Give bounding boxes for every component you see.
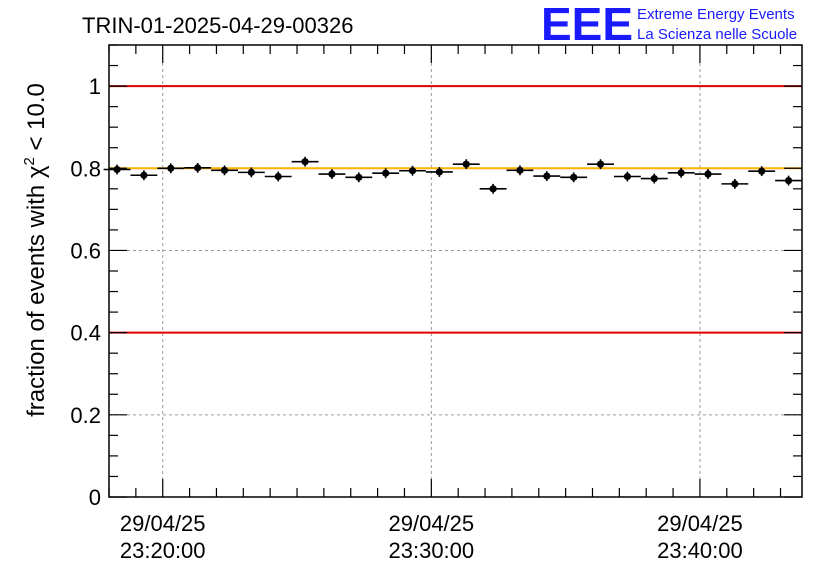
data-point-14 — [479, 183, 507, 194]
y-tick-label-2: 0.4 — [70, 321, 101, 346]
data-point-marker-20 — [650, 174, 658, 183]
data-point-marker-13 — [462, 160, 470, 168]
data-point-15 — [506, 165, 534, 176]
data-point-marker-14 — [489, 185, 497, 193]
eee-logo: EEE Extreme Energy Events La Scienza nel… — [541, 0, 797, 50]
data-point-5 — [237, 167, 265, 178]
data-point-25 — [775, 175, 802, 186]
y-tick-label-5: 1 — [89, 74, 101, 99]
reference-lines — [109, 85, 802, 334]
data-point-marker-15 — [516, 166, 524, 174]
data-point-23 — [721, 178, 749, 189]
y-tick-label-1: 0.2 — [70, 403, 101, 428]
data-point-marker-9 — [355, 173, 363, 181]
y-tick-labels: 0 0.2 0.4 0.6 0.8 1 — [70, 74, 101, 510]
data-point-marker-2 — [167, 164, 175, 172]
data-point-marker-17 — [570, 173, 578, 181]
y-axis-label-suffix: < 10.0 — [23, 83, 50, 157]
data-point-marker-23 — [731, 180, 739, 188]
data-point-marker-10 — [382, 169, 390, 177]
data-point-22 — [694, 169, 722, 179]
data-point-marker-4 — [220, 166, 229, 174]
data-point-11 — [399, 165, 426, 176]
data-point-16 — [533, 171, 561, 182]
y-axis-label-prefix: fraction of events with χ — [23, 165, 50, 417]
data-point-marker-8 — [328, 170, 336, 178]
data-point-4 — [211, 165, 238, 176]
y-axis-label: fraction of events with χ2 < 10.0 — [21, 83, 50, 417]
data-point-marker-18 — [596, 160, 605, 168]
x-tick-time-1: 23:30:00 — [389, 538, 475, 563]
x-tick-date-1: 29/04/25 — [389, 511, 475, 536]
x-tick-time-0: 23:20:00 — [120, 538, 206, 563]
data-point-marker-6 — [274, 172, 282, 181]
data-point-marker-16 — [543, 172, 551, 180]
data-point-marker-0 — [113, 165, 121, 174]
x-tick-time-2: 23:40:00 — [657, 538, 743, 563]
data-point-19 — [613, 171, 641, 182]
data-point-marker-11 — [408, 167, 417, 175]
x-tick-date-0: 29/04/25 — [120, 511, 206, 536]
logo-letters: EEE — [541, 0, 633, 50]
data-point-marker-12 — [435, 168, 443, 176]
data-point-12 — [425, 167, 453, 177]
chart-title: TRIN-01-2025-04-29-00326 — [82, 13, 354, 38]
data-point-marker-24 — [758, 167, 766, 175]
grid — [109, 45, 802, 497]
data-point-marker-19 — [623, 172, 632, 181]
data-points — [103, 156, 802, 194]
data-point-6 — [264, 171, 292, 182]
x-tick-labels: 29/04/2523:20:0029/04/2523:30:0029/04/25… — [120, 511, 743, 563]
axes — [108, 44, 803, 498]
data-point-9 — [345, 172, 373, 183]
data-point-20 — [640, 173, 668, 184]
data-point-10 — [372, 168, 400, 179]
data-point-marker-3 — [194, 164, 202, 172]
data-point-1 — [130, 170, 158, 181]
data-point-8 — [318, 169, 346, 179]
plot-frame — [108, 44, 803, 498]
data-point-24 — [748, 166, 776, 177]
data-point-17 — [560, 172, 588, 183]
x-tick-date-2: 29/04/25 — [657, 511, 743, 536]
data-point-marker-5 — [247, 168, 255, 176]
data-point-21 — [667, 167, 695, 178]
data-point-marker-1 — [140, 171, 148, 179]
data-point-marker-22 — [704, 170, 712, 178]
data-point-18 — [587, 159, 614, 170]
data-point-0 — [103, 164, 131, 175]
data-point-marker-21 — [677, 169, 685, 177]
logo-line1: Extreme Energy Events — [637, 6, 795, 23]
data-point-marker-7 — [301, 158, 309, 166]
y-tick-label-4: 0.8 — [70, 156, 101, 181]
logo-line2: La Scienza nelle Scuole — [637, 26, 797, 43]
data-point-3 — [184, 162, 212, 173]
y-axis-label-sup: 2 — [21, 157, 38, 165]
y-tick-label-3: 0.6 — [70, 238, 101, 263]
data-point-marker-25 — [784, 177, 793, 185]
data-point-13 — [452, 159, 480, 170]
y-tick-label-0: 0 — [89, 485, 101, 510]
data-point-2 — [157, 163, 185, 174]
data-point-7 — [291, 156, 319, 167]
